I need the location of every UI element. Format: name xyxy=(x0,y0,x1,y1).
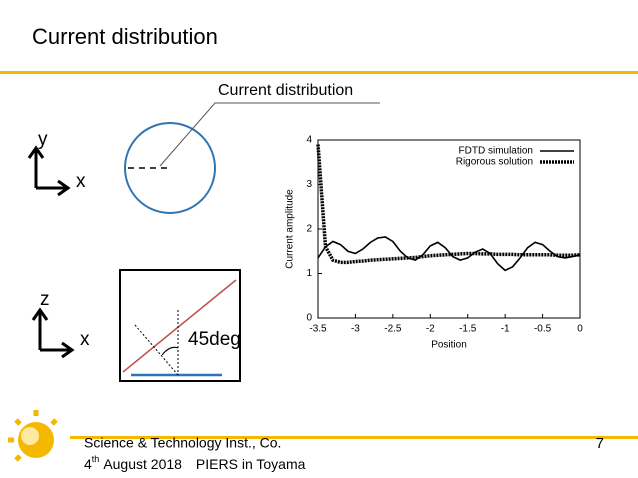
guide xyxy=(134,324,179,376)
x-tick-label: -3.5 xyxy=(309,324,327,335)
y-tick-label: 1 xyxy=(306,268,312,279)
x-tick-label: -2 xyxy=(426,324,435,335)
x-tick-label: -2.5 xyxy=(384,324,402,335)
y-axis-label: Current amplitude xyxy=(285,189,296,269)
footer-org: Science & Technology Inst., Co. xyxy=(84,435,281,451)
annotation: Current distribution xyxy=(218,82,353,99)
slide-title: Current distribution xyxy=(32,24,218,49)
x-tick-label: -1 xyxy=(501,324,510,335)
angle-label: 45deg xyxy=(188,329,241,350)
date-rest: August 2018 PIERS in Toyama xyxy=(103,456,305,472)
rule xyxy=(0,71,638,74)
page-number: 7 xyxy=(596,435,604,452)
leader xyxy=(159,102,380,167)
sun-logo xyxy=(8,410,58,462)
x-axis-label: Position xyxy=(431,340,467,351)
y-tick-label: 2 xyxy=(306,224,312,235)
series-line xyxy=(317,236,581,272)
axis-icon xyxy=(27,145,75,359)
axis-x: x xyxy=(80,329,90,350)
date-suffix: th xyxy=(92,454,100,464)
axis-x: x xyxy=(76,171,86,192)
slanted-wire xyxy=(122,279,237,373)
axis-z: z xyxy=(40,289,50,310)
axis-y: y xyxy=(38,129,48,150)
y-tick-label: 4 xyxy=(306,135,312,146)
legend-label: FDTD simulation xyxy=(459,146,533,157)
angle-arc xyxy=(161,346,179,356)
y-tick-label: 0 xyxy=(306,313,312,324)
y-tick-label: 3 xyxy=(306,179,312,190)
diagram-box xyxy=(119,269,241,382)
chart: -3.5 -3 -2.5 -2 -1.5 -1 -0.5 0 0 1 2 3 4 Position Curr… xyxy=(285,135,584,351)
plot-frame xyxy=(317,139,581,319)
rule xyxy=(70,436,638,439)
wire-circle xyxy=(124,122,216,214)
x-tick-label: -0.5 xyxy=(534,324,552,335)
legend-label: Rigorous solution xyxy=(456,157,533,168)
x-tick-label: -3 xyxy=(351,324,360,335)
x-tick-label: 0 xyxy=(577,324,583,335)
date-day: 4 xyxy=(84,456,92,472)
series-line xyxy=(316,144,581,265)
footer-date: 4th August 2018 PIERS in Toyama xyxy=(84,454,306,471)
x-tick-label: -1.5 xyxy=(459,324,477,335)
